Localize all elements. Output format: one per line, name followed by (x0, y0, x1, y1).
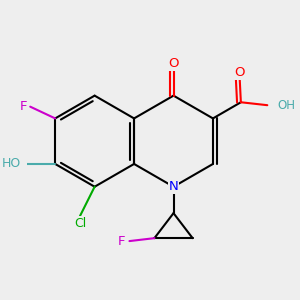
Text: F: F (20, 100, 27, 113)
Text: O: O (168, 57, 179, 70)
Text: Cl: Cl (74, 217, 86, 230)
Text: F: F (118, 235, 125, 248)
Text: N: N (169, 180, 178, 193)
Text: O: O (234, 66, 245, 80)
Text: OH: OH (278, 99, 296, 112)
Text: HO: HO (2, 158, 21, 170)
